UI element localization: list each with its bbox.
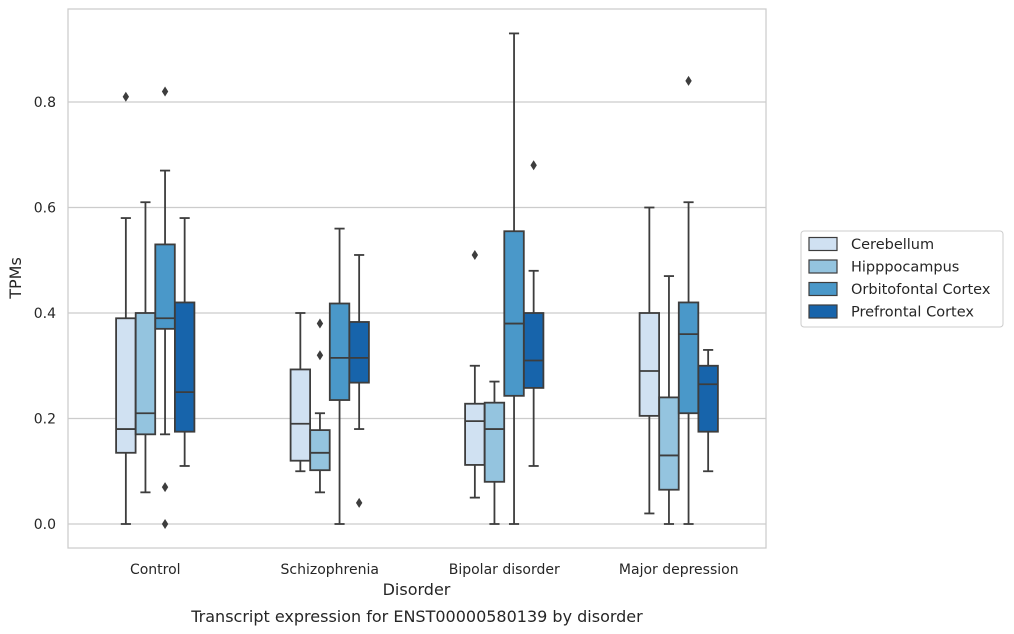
box: [289, 368, 312, 462]
legend-frame: [800, 230, 1004, 328]
box-group: [638, 75, 719, 525]
legend: Cerebellum Hipppocampus Orbitofontal Corte…: [800, 230, 1004, 328]
x-tick-label: Schizophrenia: [281, 562, 379, 578]
outlier-point: [161, 519, 169, 529]
box: [309, 429, 331, 472]
legend-swatch: [808, 281, 838, 297]
x-tick-label: Major depression: [619, 562, 739, 578]
outlier-point: [316, 318, 324, 329]
box: [115, 317, 137, 454]
legend-swatch: [808, 259, 838, 274]
box: [464, 402, 486, 466]
box: [503, 230, 525, 397]
box: [523, 312, 545, 389]
y-tick-labels: 0.0 0.2 0.4 0.6 0.8: [34, 95, 56, 533]
box: [677, 301, 700, 415]
legend-swatch: [808, 304, 838, 319]
x-tick-label: Control: [130, 562, 181, 578]
box: [154, 243, 176, 330]
legend-swatch: [808, 236, 838, 252]
box: [134, 312, 157, 436]
outlier-point: [355, 497, 363, 508]
legend-label: Cerebellum: [851, 237, 934, 253]
outlier-point: [685, 75, 692, 86]
outlier-point: [471, 249, 479, 260]
y-tick-label: 0.2: [34, 412, 56, 428]
plot-frame: [67, 8, 767, 549]
y-axis-label: TPMs: [6, 257, 25, 300]
legend-label: Prefrontal Cortex: [851, 305, 974, 321]
outlier-point: [122, 91, 130, 102]
x-tick-labels: Control Schizophrenia Bipolar disorder Majo…: [130, 562, 739, 578]
box: [328, 302, 351, 401]
box: [658, 396, 680, 491]
box: [483, 401, 506, 483]
y-tick-label: 0.8: [34, 95, 56, 111]
box-group: [464, 32, 545, 525]
outlier-point: [316, 350, 324, 361]
outlier-point: [161, 86, 169, 97]
box: [348, 321, 370, 384]
outlier-point: [161, 482, 169, 493]
legend-label: Orbitofontal Cortex: [851, 282, 991, 298]
box: [638, 312, 660, 417]
x-tick-label: Bipolar disorder: [449, 562, 560, 578]
y-tick-label: 0.6: [34, 201, 56, 217]
box-group: [115, 86, 196, 529]
box-group: [289, 227, 370, 525]
chart-caption: Transcript expression for ENST0000058013…: [190, 607, 643, 626]
box: [173, 301, 196, 433]
legend-label: Hipppocampus: [851, 260, 959, 276]
outlier-point: [530, 160, 537, 171]
x-axis-label: Disorder: [383, 580, 451, 599]
y-tick-label: 0.4: [34, 306, 56, 322]
box-groups: [115, 32, 719, 529]
y-tick-label: 0.0: [34, 517, 56, 533]
box: [697, 364, 719, 433]
